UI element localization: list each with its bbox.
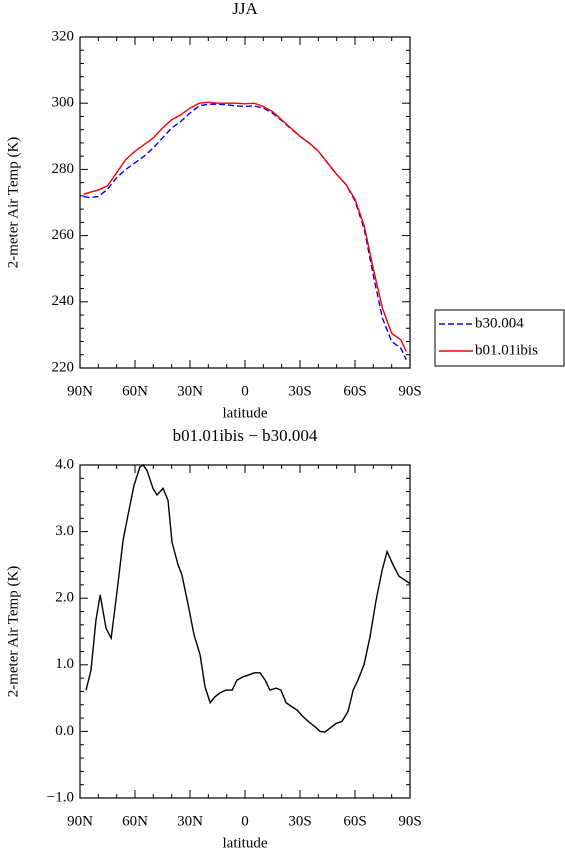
x-tick-label: 30N	[177, 813, 203, 829]
y-tick-label: 240	[52, 293, 75, 309]
x-tick-label: 30N	[177, 383, 203, 399]
x-tick-label: 30S	[288, 813, 311, 829]
x-tick-label: 60S	[343, 383, 366, 399]
chart-title: b01.01ibis − b30.004	[173, 426, 318, 445]
y-tick-label: 300	[52, 95, 75, 111]
x-tick-label: 60N	[122, 383, 148, 399]
chart-title: JJA	[232, 0, 258, 18]
x-tick-label: 90N	[67, 813, 93, 829]
line	[83, 101, 407, 352]
y-tick-label: 320	[52, 28, 75, 44]
x-tick-label: 90N	[67, 383, 93, 399]
y-axis-label: 2-meter Air Temp (K)	[5, 566, 21, 698]
x-tick-label: 0	[241, 383, 249, 399]
x-tick-label: 0	[241, 813, 249, 829]
legend-label: b01.01ibis	[475, 342, 538, 358]
x-axis-label: latitude	[223, 405, 268, 421]
x-tick-label: 90S	[398, 813, 421, 829]
y-tick-label: 260	[52, 227, 75, 243]
y-tick-label: −1.0	[47, 789, 74, 805]
line	[85, 464, 411, 733]
legend-box	[434, 309, 565, 367]
x-tick-label: 60N	[122, 813, 148, 829]
y-tick-label: 3.0	[55, 523, 74, 539]
x-axis-label: latitude	[223, 835, 268, 851]
y-tick-label: 0.0	[55, 723, 74, 739]
x-tick-label: 90S	[398, 383, 421, 399]
plot-frame	[79, 36, 411, 369]
legend-label: b30.004	[475, 315, 524, 331]
x-tick-label: 60S	[343, 813, 366, 829]
y-tick-label: 2.0	[55, 590, 74, 606]
y-tick-label: 4.0	[55, 456, 74, 472]
y-axis-label: 2-meter Air Temp (K)	[5, 137, 21, 269]
y-tick-label: 220	[52, 359, 75, 375]
line	[83, 103, 407, 361]
y-tick-label: 280	[52, 161, 75, 177]
y-tick-label: 1.0	[55, 656, 74, 672]
plot-frame	[79, 464, 411, 799]
x-tick-label: 30S	[288, 383, 311, 399]
